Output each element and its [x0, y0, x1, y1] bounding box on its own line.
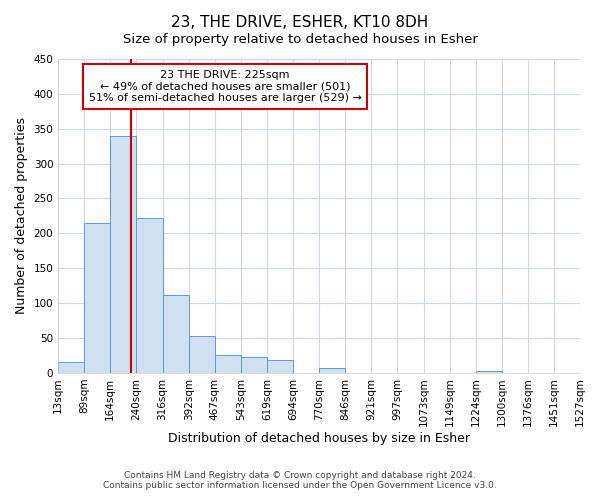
Bar [241, 358, 267, 373]
Bar [267, 360, 293, 373]
Text: Size of property relative to detached houses in Esher: Size of property relative to detached ho… [122, 32, 478, 46]
Bar [476, 370, 502, 373]
Text: Contains HM Land Registry data © Crown copyright and database right 2024.
Contai: Contains HM Land Registry data © Crown c… [103, 470, 497, 490]
Bar [58, 362, 85, 373]
X-axis label: Distribution of detached houses by size in Esher: Distribution of detached houses by size … [168, 432, 470, 445]
Bar [163, 294, 189, 373]
Bar [580, 370, 600, 373]
Bar [189, 336, 215, 373]
Bar [319, 368, 345, 373]
Bar [85, 223, 110, 373]
Y-axis label: Number of detached properties: Number of detached properties [15, 118, 28, 314]
Bar [110, 136, 136, 373]
Text: 23, THE DRIVE, ESHER, KT10 8DH: 23, THE DRIVE, ESHER, KT10 8DH [172, 15, 428, 30]
Text: 23 THE DRIVE: 225sqm
← 49% of detached houses are smaller (501)
51% of semi-deta: 23 THE DRIVE: 225sqm ← 49% of detached h… [89, 70, 362, 103]
Bar [215, 356, 241, 373]
Bar [136, 218, 163, 373]
